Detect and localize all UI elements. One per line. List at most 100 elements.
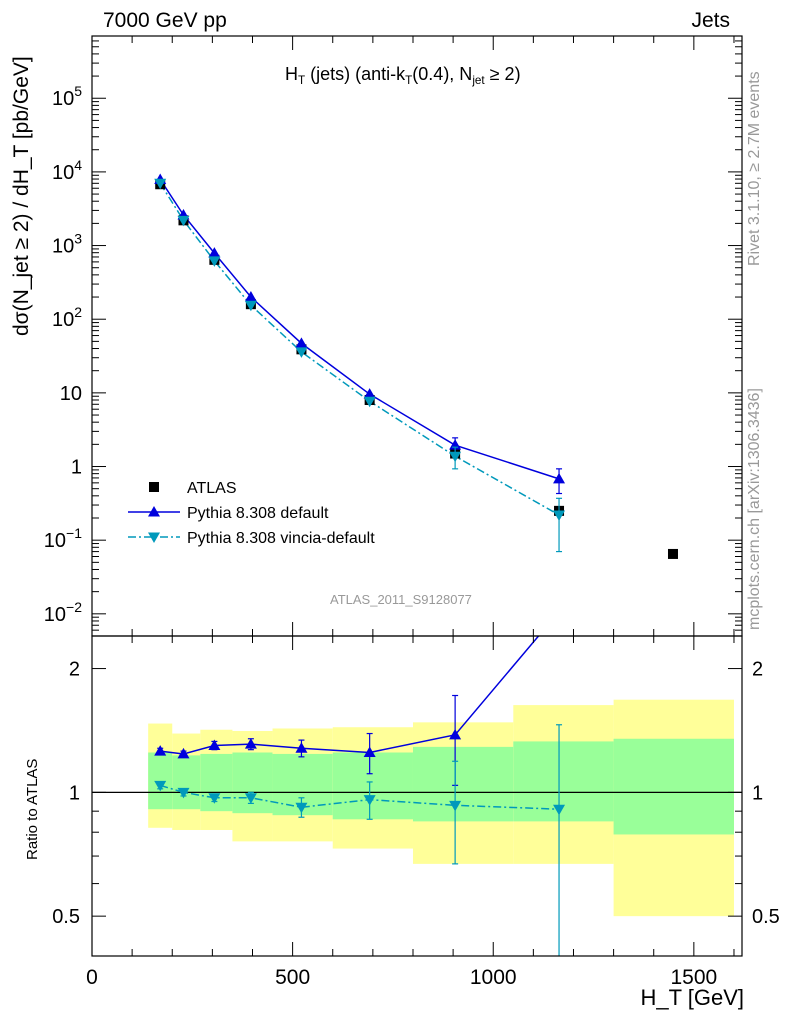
ratio-point-series-1-pt-1 <box>177 787 190 799</box>
main-series-group <box>154 173 678 559</box>
plot-title-mid: (jets) (anti-k <box>305 64 406 84</box>
inner-band-bin-6 <box>412 746 514 822</box>
main-point-series-1-pt-6 <box>449 451 462 463</box>
analysis-watermark: ATLAS_2011_S9128077 <box>330 592 472 607</box>
main-line-series-1 <box>159 182 560 516</box>
header-left-label: 7000 GeV pp <box>103 9 227 32</box>
ratio-point-series-1-pt-4 <box>295 802 308 814</box>
main-y-tick-label-0: 10−2 <box>44 599 82 626</box>
x-tick-label-1000: 1000 <box>470 966 517 989</box>
ratio-point-series-1-pt-6 <box>449 800 462 812</box>
axis-ticks <box>91 35 742 957</box>
inner-band-bin-1 <box>172 755 201 810</box>
ratio-y-tick-label-left-0: 0.5 <box>52 906 80 928</box>
ratio-point-series-0-pt-6 <box>449 728 462 740</box>
ratio-panel-frame <box>91 635 743 957</box>
ratio-uncertainty-bands <box>148 699 734 917</box>
x-tick-label-0: 0 <box>86 966 98 989</box>
main-y-tick-label-6: 104 <box>52 157 82 184</box>
legend-marker-1 <box>148 506 160 517</box>
main-point-series-1-pt-0 <box>154 178 167 190</box>
main-y-tick-label-5: 103 <box>52 231 82 258</box>
main-y-tick-label-2: 1 <box>71 457 82 479</box>
main-y-tick-label-exp-1: −1 <box>66 525 82 541</box>
ratio-point-series-1-pt-5 <box>363 795 376 806</box>
ratio-point-series-0-pt-3 <box>244 738 257 749</box>
legend-label-0: ATLAS <box>187 480 237 497</box>
ratio-y-tick-label-left-1: 1 <box>69 782 80 804</box>
ratio-y-tick-label-right-1: 1 <box>752 782 763 804</box>
legend-label-2: Pythia 8.308 vincia-default <box>187 530 375 547</box>
ratio-y-axis-label: Ratio to ATLAS <box>24 758 41 860</box>
inner-band-bin-8 <box>613 738 734 835</box>
plot-title-end: ≥ 2) <box>484 64 521 84</box>
main-point-series-1-pt-4 <box>295 347 308 358</box>
main-y-tick-label-1: 10−1 <box>44 525 82 552</box>
ratio-series-group <box>154 606 566 956</box>
legend-marker-2 <box>148 532 160 543</box>
plot-title-tail: (0.4), N <box>412 64 473 84</box>
inner-band-bin-2 <box>200 753 233 812</box>
ratio-point-series-0-pt-2 <box>208 739 221 750</box>
legend: ATLAS Pythia 8.308 default Pythia 8.308 vi… <box>128 480 375 547</box>
main-point-series-1-pt-7 <box>553 510 566 521</box>
main-y-tick-label-exp-0: −2 <box>66 599 82 615</box>
ratio-line-series-0 <box>160 636 540 755</box>
main-y-axis-label: dσ(N_jet ≥ 2) / dH_T [pb/GeV] <box>10 56 33 336</box>
x-tick-label-500: 500 <box>275 966 310 989</box>
ratio-point-series-0-pt-5 <box>363 746 376 758</box>
plot-title-tail-sub: jet <box>472 74 485 88</box>
rivet-version-text: Rivet 3.1.10, ≥ 2.7M events <box>746 71 763 266</box>
inner-band-bin-7 <box>513 741 614 822</box>
main-point-series-0-pt-7 <box>553 472 566 484</box>
plot-title-mid-sub: T <box>405 74 413 88</box>
ratio-y-tick-label-left-2: 2 <box>69 659 80 681</box>
main-point-series-1-pt-3 <box>244 300 257 312</box>
x-tick-label-1500: 1500 <box>670 966 717 989</box>
plot-title-prefix: H <box>285 64 298 84</box>
ratio-point-series-0-pt-4 <box>295 742 308 753</box>
plot-title: HT (jets) (anti-kT(0.4), Njet ≥ 2) <box>285 64 521 87</box>
main-y-tick-label-base-6: 10 <box>52 162 74 184</box>
main-y-tick-label-base-7: 10 <box>52 88 74 110</box>
main-y-tick-label-base-5: 10 <box>52 236 74 258</box>
legend-label-1: Pythia 8.308 default <box>187 505 329 522</box>
main-y-tick-label-3: 10 <box>60 383 82 405</box>
main-line-series-0 <box>159 179 560 480</box>
main-y-tick-label-base-1: 10 <box>44 530 66 552</box>
main-y-tick-label-exp-7: 5 <box>74 83 82 99</box>
main-point-series-0-pt-2 <box>208 247 221 258</box>
main-y-tick-label-base-2: 1 <box>71 457 82 479</box>
main-point-series-1-pt-1 <box>177 215 190 227</box>
ratio-point-series-0-pt-0 <box>154 745 167 756</box>
main-point-series-0-pt-3 <box>244 291 257 302</box>
inner-band-bin-3 <box>232 752 273 814</box>
main-point-series-1-pt-2 <box>208 256 221 267</box>
ratio-y-tick-label-right-2: 2 <box>752 659 763 681</box>
main-point-series-1-pt-5 <box>363 396 376 408</box>
header-right-label: Jets <box>691 9 730 32</box>
x-axis-label: H_T [GeV] <box>640 985 744 1010</box>
main-y-tick-label-7: 105 <box>52 83 82 110</box>
atlas-point-8 <box>667 548 678 559</box>
main-y-tick-label-base-4: 10 <box>52 309 74 331</box>
legend-marker-0 <box>149 482 159 492</box>
ratio-line-series-1 <box>159 784 560 810</box>
ratio-point-series-0-pt-1 <box>177 747 190 759</box>
main-y-tick-label-exp-5: 3 <box>74 231 82 247</box>
main-y-tick-label-exp-4: 2 <box>74 304 82 320</box>
ratio-point-series-1-pt-0 <box>154 780 167 792</box>
ratio-point-series-1-pt-3 <box>244 793 257 804</box>
main-y-tick-label-4: 102 <box>52 304 82 331</box>
main-y-tick-label-exp-6: 4 <box>74 157 82 173</box>
main-point-series-0-pt-4 <box>295 337 308 348</box>
main-y-tick-label-base-0: 10 <box>44 604 66 626</box>
main-point-series-0-pt-5 <box>363 388 376 399</box>
inner-band-bin-5 <box>332 752 413 820</box>
ratio-point-series-1-pt-7 <box>553 804 566 816</box>
ratio-point-series-1-pt-2 <box>208 793 221 804</box>
ratio-point-series-0-pt-7 <box>553 606 565 617</box>
plot-title-prefix-sub: T <box>298 74 306 88</box>
